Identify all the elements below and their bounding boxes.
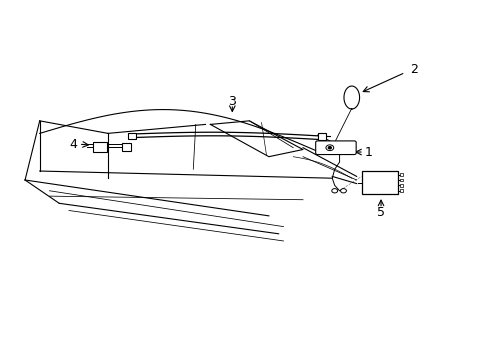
Bar bbox=[399, 189, 403, 192]
Text: 5: 5 bbox=[376, 207, 384, 220]
FancyBboxPatch shape bbox=[315, 141, 355, 154]
Text: 4: 4 bbox=[69, 138, 77, 150]
Polygon shape bbox=[343, 86, 359, 109]
Text: 3: 3 bbox=[228, 95, 236, 108]
Bar bbox=[399, 179, 403, 181]
Text: 2: 2 bbox=[409, 63, 417, 76]
Bar bbox=[93, 142, 107, 152]
Bar bbox=[122, 143, 131, 151]
Bar bbox=[399, 184, 403, 187]
Bar bbox=[361, 171, 397, 194]
Text: 1: 1 bbox=[364, 145, 372, 158]
Bar bbox=[399, 173, 403, 176]
Circle shape bbox=[328, 147, 330, 149]
Bar bbox=[317, 134, 326, 140]
Bar bbox=[128, 134, 136, 139]
